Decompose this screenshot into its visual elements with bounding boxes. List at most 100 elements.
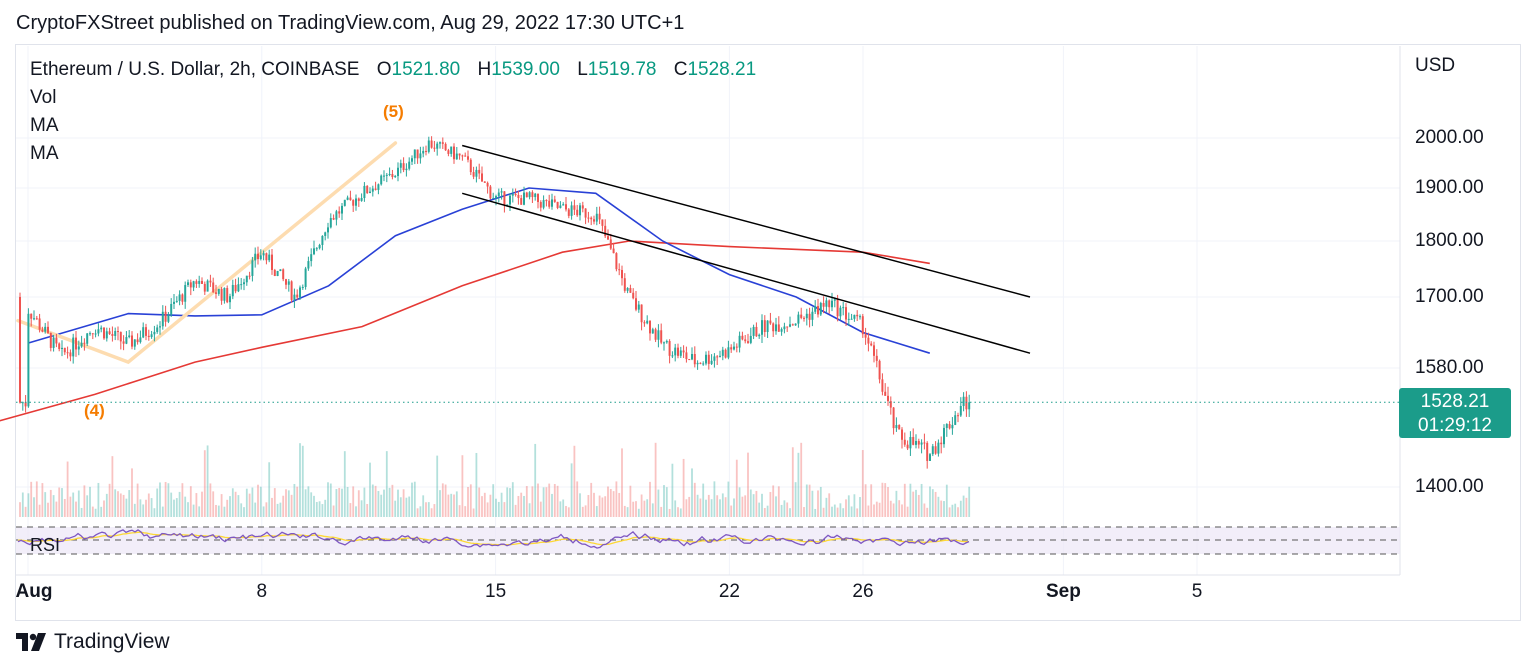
candle-body <box>962 396 965 407</box>
volume-bar <box>657 489 660 517</box>
candle-body <box>363 185 366 199</box>
candle-body <box>170 303 173 315</box>
candle-body <box>649 320 651 334</box>
volume-bar <box>915 489 917 517</box>
volume-bar <box>696 494 699 517</box>
volume-bar <box>430 508 433 517</box>
candle-body <box>965 396 968 410</box>
volume-bar <box>957 507 959 517</box>
volume-bar <box>607 486 609 517</box>
candle-body <box>61 347 63 350</box>
volume-bar <box>822 507 825 517</box>
candle-body <box>864 334 867 338</box>
x-tick-label: 22 <box>718 581 740 602</box>
volume-bar <box>72 492 75 517</box>
candle-body <box>584 208 587 218</box>
volume-bar <box>693 482 696 517</box>
candle-body <box>688 359 691 361</box>
volume-bar <box>889 500 892 517</box>
candle-body <box>937 442 940 454</box>
volume-bar <box>408 496 411 517</box>
candle-body <box>674 347 677 356</box>
y-tick-label: 1900.00 <box>1415 177 1484 198</box>
candle-body <box>419 153 422 159</box>
volume-bar <box>313 495 315 517</box>
candle-body <box>537 193 539 203</box>
volume-bar <box>355 506 357 517</box>
candle-body <box>699 362 702 364</box>
currency-label: USD <box>1415 55 1456 76</box>
candle-body <box>859 316 861 318</box>
volume-bar <box>251 487 254 517</box>
candle-body <box>679 350 682 356</box>
y-tick-label: 1700.00 <box>1415 286 1484 307</box>
volume-bar <box>377 491 380 517</box>
candle-body <box>562 204 565 206</box>
volume-bar <box>374 485 377 517</box>
candle-body <box>192 281 195 288</box>
tradingview-brand[interactable]: TradingView <box>16 630 170 654</box>
candle-body <box>139 337 142 343</box>
candle-body <box>217 288 220 294</box>
rsi-label[interactable]: RSI <box>30 535 61 555</box>
candle-body <box>47 326 49 333</box>
candle-body <box>215 292 217 294</box>
volume-bar <box>752 494 755 517</box>
volume-bar <box>63 498 66 517</box>
indicator-ma-1[interactable]: MA <box>30 115 59 136</box>
volume-bar <box>217 505 220 517</box>
volume-bar <box>671 463 674 517</box>
candle-body <box>164 311 167 322</box>
channel-upper-line <box>462 144 1031 298</box>
candle-body <box>324 232 327 236</box>
x-tick-label: 15 <box>485 581 507 602</box>
volume-bar <box>646 499 649 517</box>
volume-bar <box>794 482 797 517</box>
candle-body <box>287 281 290 285</box>
candle-body <box>285 279 287 285</box>
candle-body <box>58 343 61 350</box>
volume-bar <box>136 483 139 517</box>
candle-body <box>223 288 226 301</box>
candle-body <box>643 322 646 324</box>
volume-bar <box>30 481 33 517</box>
volume-bar <box>47 502 49 517</box>
candle-body <box>187 282 189 286</box>
candle-body <box>640 304 643 323</box>
rsi-line <box>17 529 970 549</box>
candle-body <box>439 142 441 144</box>
open-value: 1521.80 <box>391 59 461 80</box>
candle-body <box>691 353 693 360</box>
volume-bar <box>542 487 545 517</box>
candle-body <box>475 169 478 177</box>
candle-body <box>752 326 755 336</box>
volume-bar <box>556 485 559 517</box>
candle-body <box>97 329 100 334</box>
volume-bar <box>705 499 707 517</box>
candle-body <box>598 213 601 220</box>
candle-body <box>198 280 201 284</box>
volume-bar <box>819 486 822 517</box>
candle-body <box>220 288 223 301</box>
candles <box>19 136 971 469</box>
volume-bar <box>304 489 307 517</box>
indicator-vol[interactable]: Vol <box>30 87 57 108</box>
volume-bar <box>951 504 954 517</box>
candle-body <box>405 168 408 171</box>
volume-bar <box>825 497 828 517</box>
candle-body <box>663 342 665 344</box>
volume-bar <box>934 491 937 517</box>
volume-bar <box>926 507 929 517</box>
volume-bar <box>427 502 430 517</box>
volume-bar <box>699 498 702 517</box>
volume-bar <box>49 489 52 517</box>
volume-bar <box>917 494 920 517</box>
candle-body <box>111 333 114 336</box>
candle-body <box>833 299 836 301</box>
indicator-ma-2[interactable]: MA <box>30 143 59 164</box>
candle-body <box>654 329 657 340</box>
volume-bar <box>119 493 122 517</box>
low-value: 1519.78 <box>587 59 657 80</box>
candle-body <box>917 441 920 445</box>
